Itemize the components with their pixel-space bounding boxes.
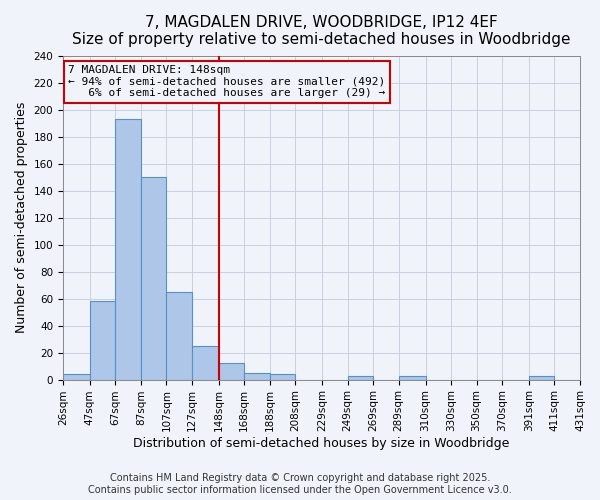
Bar [399,376,425,380]
Bar [192,346,219,380]
Y-axis label: Number of semi-detached properties: Number of semi-detached properties [15,102,28,333]
Bar [90,302,115,380]
Bar [529,376,554,380]
Bar [270,374,295,380]
X-axis label: Distribution of semi-detached houses by size in Woodbridge: Distribution of semi-detached houses by … [133,437,510,450]
Bar [63,374,90,380]
Text: Contains HM Land Registry data © Crown copyright and database right 2025.
Contai: Contains HM Land Registry data © Crown c… [88,474,512,495]
Bar [115,119,141,380]
Text: 7 MAGDALEN DRIVE: 148sqm
← 94% of semi-detached houses are smaller (492)
   6% o: 7 MAGDALEN DRIVE: 148sqm ← 94% of semi-d… [68,65,385,98]
Bar [244,373,270,380]
Bar [219,364,244,380]
Bar [347,376,373,380]
Title: 7, MAGDALEN DRIVE, WOODBRIDGE, IP12 4EF
Size of property relative to semi-detach: 7, MAGDALEN DRIVE, WOODBRIDGE, IP12 4EF … [72,15,571,48]
Bar [141,177,166,380]
Bar [166,292,192,380]
